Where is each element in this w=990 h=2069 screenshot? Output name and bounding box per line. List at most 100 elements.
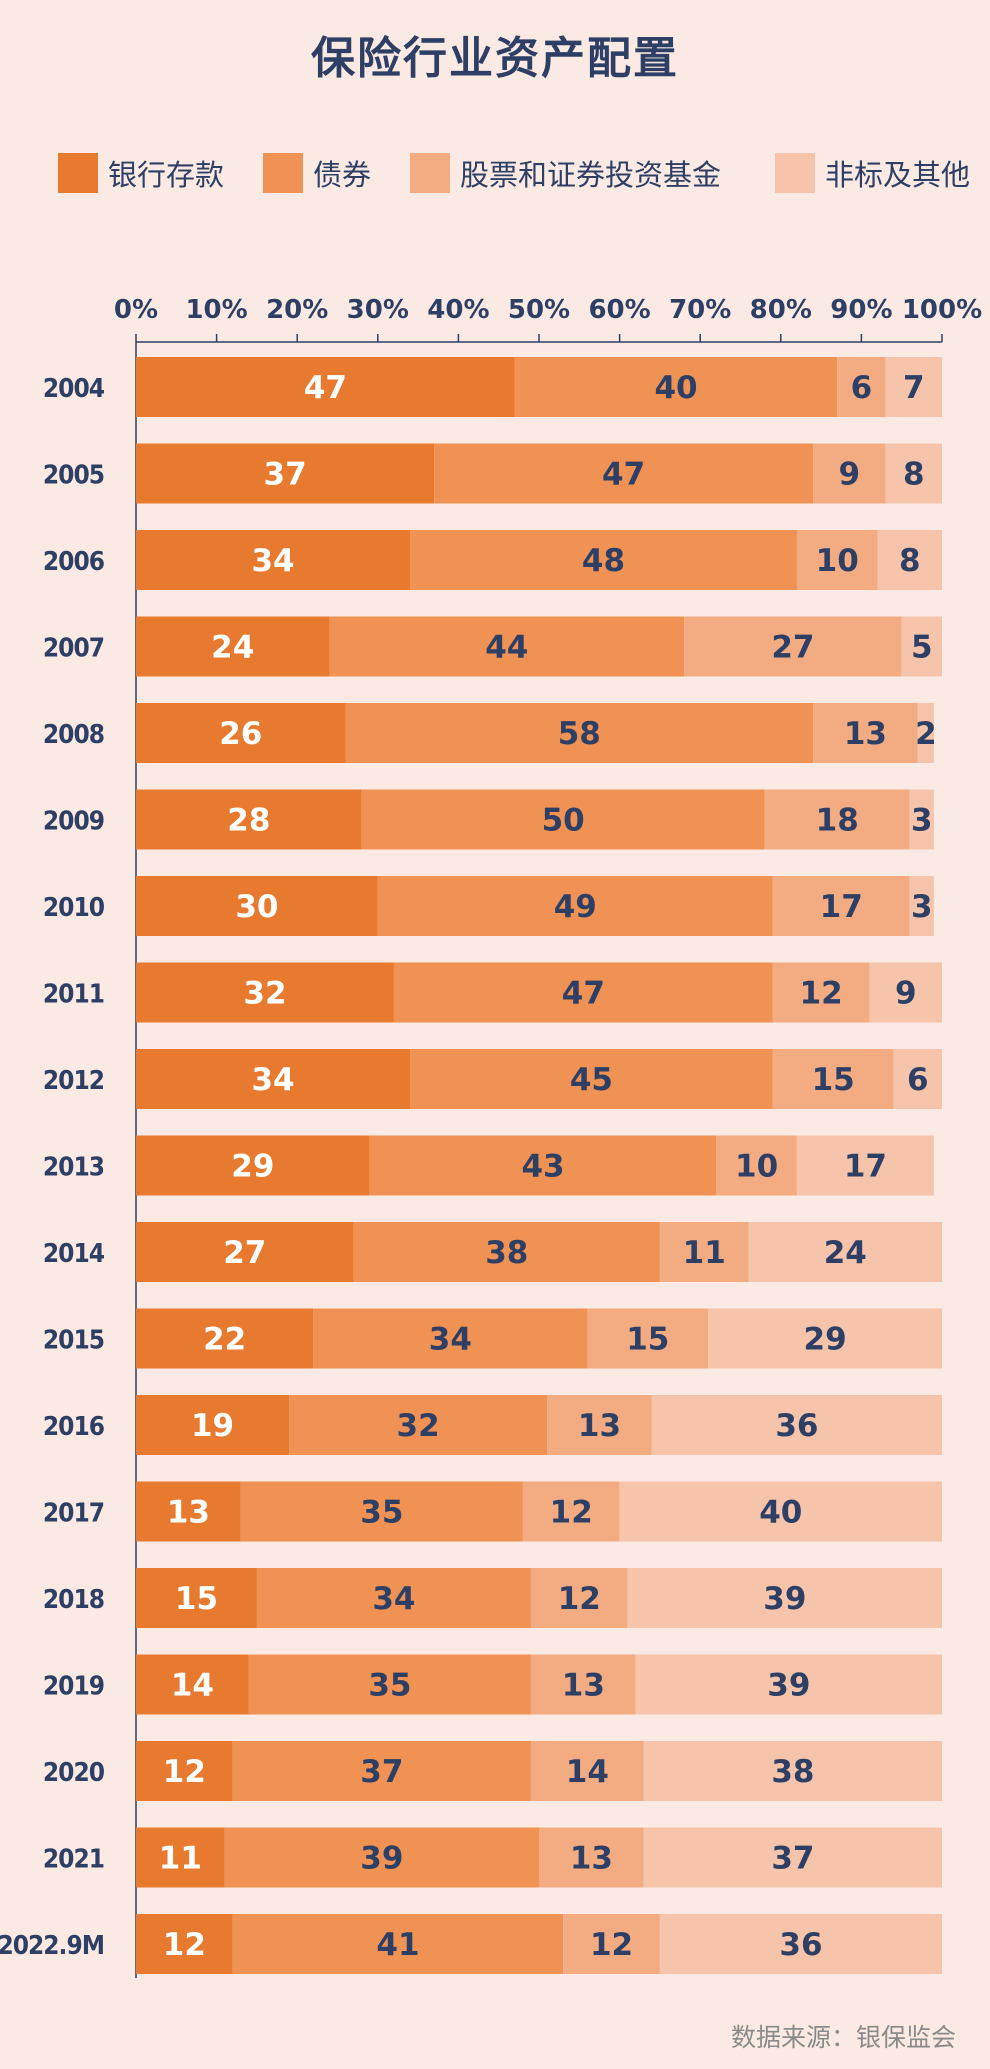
- data-label: 32: [397, 1408, 440, 1444]
- bar-segment: [136, 530, 411, 590]
- legend-item-bonds: 债券: [263, 150, 371, 196]
- data-label: 34: [372, 1581, 415, 1617]
- bar-segment: [635, 1654, 942, 1715]
- x-tick-label: 30%: [347, 295, 409, 325]
- bar-segment: [813, 443, 886, 504]
- y-category-label: 2017: [43, 1499, 104, 1529]
- x-tick-label: 0%: [114, 295, 158, 325]
- bar-segment: [893, 1049, 942, 1109]
- x-tick-label: 80%: [750, 295, 812, 325]
- bar-segment: [410, 1049, 773, 1109]
- data-label: 45: [570, 1062, 613, 1098]
- bar-segment: [684, 616, 902, 677]
- data-label: 17: [844, 1149, 887, 1185]
- data-label: 17: [820, 889, 863, 925]
- bar-segment: [136, 1827, 225, 1888]
- data-label: 35: [360, 1495, 403, 1531]
- bar-segment: [393, 962, 773, 1023]
- y-category-label: 2008: [43, 720, 104, 750]
- y-category-label: 2004: [43, 374, 105, 404]
- data-label: 3: [911, 803, 933, 839]
- data-label: 30: [235, 889, 278, 925]
- y-category-label: 2009: [43, 807, 104, 837]
- bar-segment: [909, 789, 934, 850]
- legend: 银行存款 债券 股票和证券投资基金 非标及其他: [58, 150, 970, 196]
- data-label: 14: [171, 1668, 214, 1704]
- data-label: 37: [771, 1841, 814, 1877]
- bar-segment: [136, 876, 378, 936]
- bar-segment: [136, 703, 346, 763]
- bar-segment: [136, 1914, 233, 1974]
- data-label: 39: [360, 1841, 403, 1877]
- bar-segment: [136, 1222, 354, 1282]
- legend-item-stocks-funds: 股票和证券投资基金: [410, 150, 721, 196]
- data-label: 37: [264, 457, 307, 493]
- data-label: 12: [550, 1495, 593, 1531]
- data-label: 24: [824, 1235, 867, 1271]
- bar-segment: [224, 1827, 539, 1888]
- bar-segment: [772, 962, 870, 1023]
- bar-segment: [232, 1914, 564, 1974]
- legend-label: 非标及其他: [825, 158, 971, 192]
- bar-segment: [136, 616, 330, 677]
- data-label: 47: [602, 457, 645, 493]
- bar-segment: [522, 1481, 620, 1542]
- data-label: 37: [360, 1754, 403, 1790]
- bar-segment: [136, 1481, 241, 1542]
- data-label: 5: [911, 630, 933, 666]
- bar-segment: [530, 1568, 628, 1628]
- bar-segment: [136, 1135, 370, 1196]
- data-label: 12: [163, 1927, 206, 1963]
- bar-segment: [619, 1481, 942, 1542]
- bar-segment: [772, 1049, 894, 1109]
- bar-segment: [530, 1654, 636, 1715]
- data-label: 7: [903, 370, 925, 406]
- data-label: 24: [211, 630, 254, 666]
- data-label: 18: [816, 803, 859, 839]
- bar-segment: [434, 443, 814, 504]
- bar-segment: [514, 357, 838, 417]
- data-label: 58: [558, 716, 601, 752]
- data-label: 13: [578, 1408, 621, 1444]
- y-category-label: 2006: [43, 547, 105, 577]
- x-tick-label: 40%: [427, 295, 489, 325]
- bar-segment: [643, 1827, 942, 1888]
- legend-label: 债券: [313, 158, 372, 192]
- data-label: 28: [227, 803, 270, 839]
- x-tick-label: 50%: [508, 295, 570, 325]
- bar-segment: [353, 1222, 660, 1282]
- bar-segment: [837, 357, 886, 417]
- bar-segment: [530, 1741, 644, 1801]
- y-category-label: 2012: [43, 1066, 104, 1096]
- data-label: 27: [223, 1235, 266, 1271]
- data-label: 26: [219, 716, 262, 752]
- data-label: 11: [683, 1235, 726, 1271]
- data-label: 27: [771, 630, 814, 666]
- bar-segment: [136, 1741, 233, 1801]
- data-label: 12: [558, 1581, 601, 1617]
- y-category-label: 2021: [43, 1845, 104, 1875]
- x-tick-label: 20%: [266, 295, 328, 325]
- bar-segment: [813, 703, 918, 763]
- bar-segment: [748, 1222, 942, 1282]
- bar-segment: [240, 1481, 523, 1542]
- legend-swatch: [58, 153, 98, 193]
- data-label: 29: [804, 1322, 847, 1358]
- bar-segment: [345, 703, 814, 763]
- data-label: 15: [626, 1322, 669, 1358]
- data-label: 44: [485, 630, 528, 666]
- data-label: 38: [771, 1754, 814, 1790]
- y-category-label: 2013: [43, 1153, 104, 1183]
- bar-segment: [136, 357, 515, 417]
- data-label: 41: [376, 1927, 419, 1963]
- bar-segment: [796, 1135, 934, 1196]
- data-label: 47: [304, 370, 347, 406]
- data-label: 12: [800, 976, 843, 1012]
- legend-item-other: 非标及其他: [775, 150, 970, 196]
- data-label: 40: [654, 370, 697, 406]
- y-category-label: 2011: [43, 980, 104, 1010]
- x-tick-label: 60%: [588, 295, 650, 325]
- bar-segment: [885, 443, 942, 504]
- data-label: 9: [839, 457, 861, 493]
- legend-label: 股票和证券投资基金: [460, 158, 722, 192]
